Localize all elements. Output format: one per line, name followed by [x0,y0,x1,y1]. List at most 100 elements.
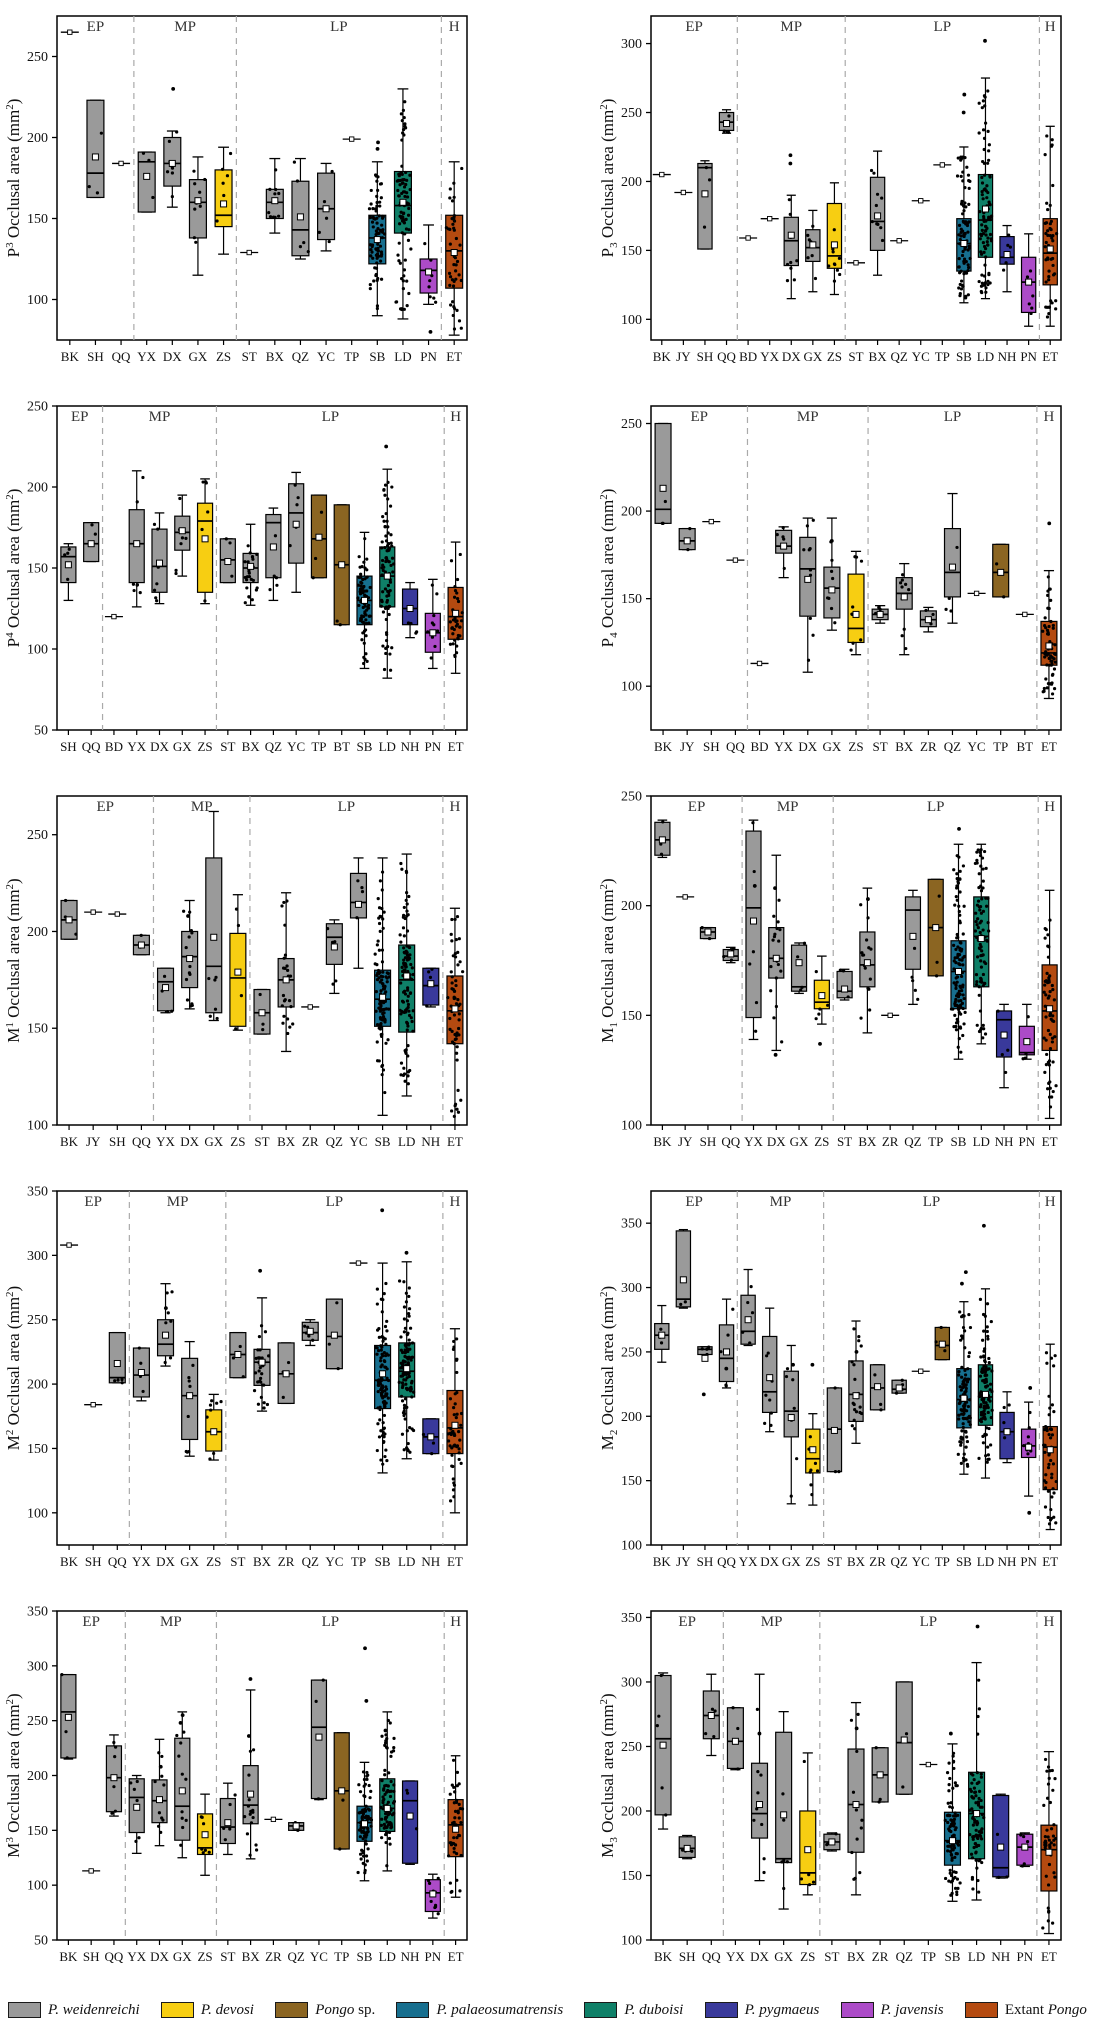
data-dot [951,1754,955,1758]
y-tick-label: 200 [621,505,642,520]
mean-marker [90,909,96,915]
data-dot [430,967,434,971]
x-tick-label: ZS [197,1949,212,1964]
data-dot [370,250,374,254]
data-dot [777,898,781,902]
mean-marker [772,954,780,962]
mean-marker [679,1276,687,1284]
data-dot [976,1878,980,1883]
data-dot [175,1733,179,1738]
group-ZS: ZS [799,1752,817,1964]
group-BD: BD [739,235,757,364]
data-dot [1002,1405,1006,1410]
mean-marker [269,543,277,551]
data-dot [957,233,961,237]
data-dot [359,580,363,584]
data-dot [959,1050,963,1054]
data-dot [382,667,387,672]
data-dot [736,1726,740,1731]
x-tick-label: DX [750,1949,769,1964]
data-dot [427,970,431,974]
outlier-dot [380,1208,385,1213]
data-dot [1046,1919,1050,1923]
mean-marker [977,935,985,943]
data-dot [704,1731,708,1736]
data-dot [427,1881,432,1885]
group-ZS: ZS [229,894,247,1149]
group-NH: NH [401,1780,419,1964]
x-tick-label: ZS [800,1949,815,1964]
data-dot [829,569,834,574]
box [401,1780,419,1864]
data-dot [963,186,967,190]
data-dot [402,905,406,910]
data-dot [952,868,956,872]
data-dot [451,1758,456,1762]
data-dot [957,1401,962,1406]
data-dot [988,232,993,237]
data-dot [978,850,982,854]
data-dot [931,612,935,617]
data-dot [381,590,385,594]
data-dot [1050,236,1054,240]
data-dot [338,1847,342,1851]
data-dot [707,936,712,941]
data-dot [683,1300,687,1304]
data-dot [428,295,432,299]
data-dot [963,1346,967,1350]
data-dot [1046,1028,1051,1033]
period-label-H: H [1044,409,1055,425]
data-dot [180,1772,184,1776]
outlier-dot [866,897,870,901]
data-dot [817,1012,821,1016]
x-tick-label: QZ [326,1134,343,1149]
period-label-EP: EP [690,409,708,425]
data-dot [321,1678,325,1682]
data-dot [379,259,383,263]
x-tick-label: YX [760,349,779,364]
data-dot [378,200,382,204]
data-dot [380,223,384,227]
data-dot [1052,1019,1056,1024]
outlier-dot [982,1223,986,1228]
data-dot [957,1036,961,1041]
data-dot [260,1372,264,1376]
data-dot [228,151,233,156]
data-dot [402,1403,407,1407]
data-dot [406,1361,410,1365]
data-dot [781,526,785,530]
data-dot [962,996,966,1001]
data-dot [380,236,384,240]
data-dot [904,582,908,586]
data-dot [849,1718,854,1722]
data-dot [383,587,388,591]
data-dot [944,607,948,611]
data-dot [376,1422,380,1426]
outlier-dot [375,146,380,151]
data-dot [984,255,988,259]
mean-marker [234,1350,242,1358]
data-dot [952,1846,957,1850]
data-dot [459,278,463,283]
y-tick-label: 300 [621,1675,642,1690]
data-dot [378,1359,383,1363]
data-dot [1019,1833,1023,1837]
data-dot [1054,1084,1058,1088]
data-dot [1042,686,1046,691]
x-tick-label: SH [85,1554,102,1569]
data-dot [383,1811,388,1816]
data-dot [334,979,338,983]
y-tick-label: 350 [621,1217,642,1232]
data-dot [982,1816,986,1820]
data-dot [850,1850,854,1855]
x-tick-label: SB [956,1554,972,1569]
data-dot [878,607,882,612]
data-dot [228,1827,232,1831]
data-dot [769,964,773,969]
data-dot [1044,1015,1048,1019]
data-dot [366,1807,370,1811]
data-dot [835,268,839,272]
data-dot [961,932,965,936]
data-dot [406,238,411,242]
x-tick-label: YC [349,1134,367,1149]
